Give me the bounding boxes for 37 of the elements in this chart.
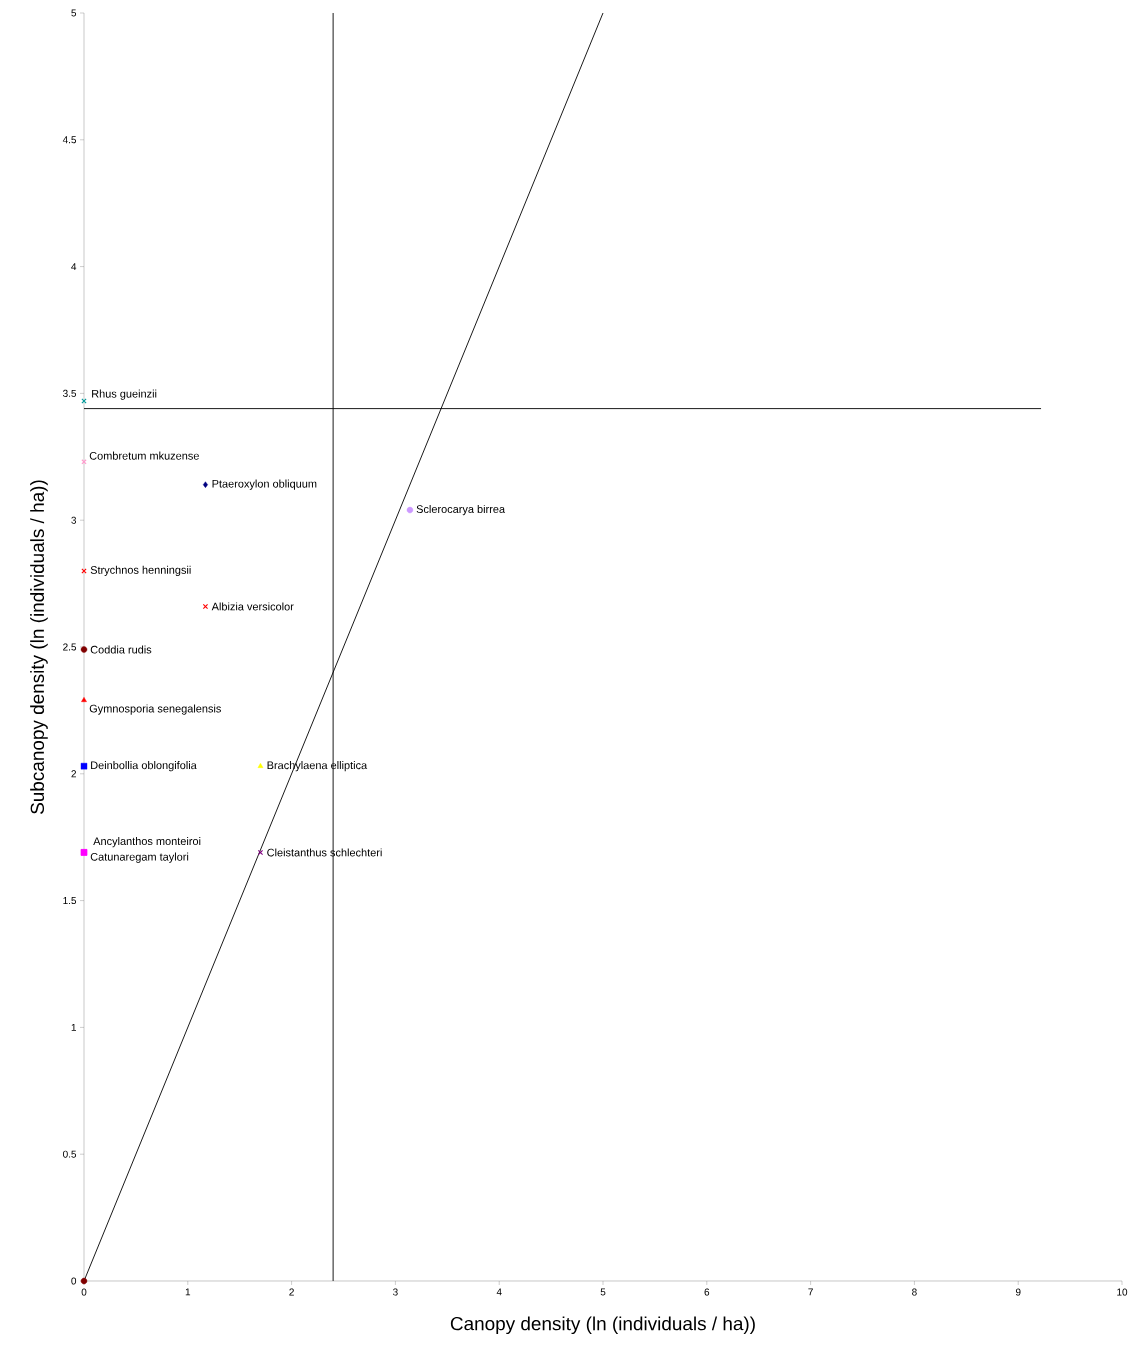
x-axis-title: Canopy density (ln (individuals / ha)) [450, 1316, 755, 1335]
x-tick-label: 2 [289, 1288, 294, 1296]
y-tick-label: 0 [71, 1277, 77, 1285]
series-label: Ancylanthos monteiroi [93, 837, 201, 848]
series-label: Deinbollia oblongifolia [91, 761, 197, 772]
series-label: Coddia rudis [90, 645, 152, 654]
y-tick-label: 3 [71, 516, 77, 524]
x-tick-label: 3 [393, 1288, 398, 1296]
series-label: Brachylaena elliptica [267, 761, 368, 772]
y-tick-label: 1.5 [63, 897, 77, 905]
series-label: Sclerocarya birrea [416, 504, 506, 516]
x-tick-label: 8 [912, 1288, 917, 1296]
x-tick-label: 1 [185, 1288, 191, 1296]
x-tick-label: 6 [704, 1288, 710, 1296]
series-label: Cleistanthus schlechteri [267, 848, 382, 857]
y-tick-label: 3.5 [63, 389, 77, 397]
series-label: Albizia versicolor [211, 602, 294, 611]
series-label: Catunaregam taylori [90, 852, 189, 863]
y-tick-label: 2 [71, 770, 76, 778]
x-tick-label: 7 [808, 1288, 813, 1296]
y-axis-title: Subcanopy density (ln (individuals / ha)) [30, 480, 48, 814]
series-label: Gymnosporia senegalensis [89, 704, 221, 715]
x-tick-label: 5 [600, 1288, 606, 1296]
series-label: Ptaeroxylon obliquum [212, 479, 317, 490]
y-tick-label: 1 [71, 1023, 76, 1031]
x-tick-label: 10 [1117, 1288, 1128, 1296]
y-tick-label: 2.5 [63, 643, 77, 651]
x-tick-label: 4 [496, 1288, 502, 1296]
series-label: Rhus gueinzii [92, 389, 157, 400]
y-tick-label: 4 [71, 263, 77, 271]
y-tick-label: 5 [71, 9, 77, 17]
y-tick-label: 4.5 [62, 136, 77, 144]
y-tick-label: 0.5 [63, 1150, 77, 1158]
x-tick-label: 9 [1015, 1288, 1021, 1296]
series-label: Strychnos henningsii [90, 565, 191, 577]
x-tick-label: 0 [81, 1288, 87, 1296]
series-label: Combretum mkuzense [89, 451, 199, 460]
